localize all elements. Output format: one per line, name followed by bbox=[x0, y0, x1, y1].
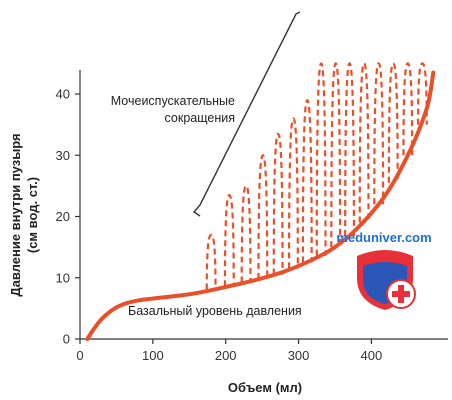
watermark: meduniver.com bbox=[336, 230, 432, 310]
y-axis-title-line1: Давление внутри пузыря bbox=[8, 133, 23, 296]
contraction-peak bbox=[344, 62, 356, 237]
contraction-peak bbox=[402, 62, 414, 156]
contraction-peak bbox=[373, 62, 385, 205]
contractions-label-line1: Мочеиспускательные bbox=[111, 94, 235, 108]
contraction-peak bbox=[205, 233, 217, 290]
basal-pressure-line bbox=[85, 70, 436, 341]
y-tick-label: 40 bbox=[56, 87, 70, 102]
x-tick-label: 0 bbox=[76, 348, 83, 363]
contraction-peak bbox=[416, 62, 428, 125]
medical-shield-icon bbox=[357, 250, 416, 310]
contraction-peak bbox=[330, 62, 342, 248]
contraction-peak bbox=[223, 193, 235, 287]
y-tick-label: 20 bbox=[56, 209, 70, 224]
contraction-peak bbox=[257, 154, 269, 279]
y-tick-label: 0 bbox=[63, 332, 70, 347]
y-axis-title-line2: (см вод. ст.) bbox=[25, 177, 40, 253]
basal-pressure-label: Базальный уровень давления bbox=[128, 304, 302, 318]
contraction-peak bbox=[287, 117, 299, 269]
contraction-peak bbox=[272, 132, 284, 275]
watermark-text: meduniver.com bbox=[336, 230, 431, 245]
contraction-peak bbox=[301, 99, 313, 263]
x-tick-label: 200 bbox=[215, 348, 237, 363]
x-axis-title: Объем (мл) bbox=[228, 380, 302, 395]
x-tick-label: 300 bbox=[288, 348, 310, 363]
y-tick-label: 30 bbox=[56, 148, 70, 163]
x-tick-label: 100 bbox=[142, 348, 164, 363]
contraction-peak bbox=[240, 184, 252, 283]
contraction-peak bbox=[358, 62, 370, 223]
y-tick-label: 10 bbox=[56, 270, 70, 285]
contractions-bracket bbox=[192, 11, 301, 217]
contractions-label-line2: сокращения bbox=[165, 111, 235, 125]
contraction-peak bbox=[387, 62, 399, 183]
contraction-peak bbox=[315, 62, 327, 256]
ticks: 0 100 200 300 400 0 10 20 30 40 bbox=[56, 87, 383, 364]
x-tick-label: 400 bbox=[361, 348, 383, 363]
contractions-series bbox=[205, 62, 428, 290]
axes bbox=[79, 70, 448, 340]
